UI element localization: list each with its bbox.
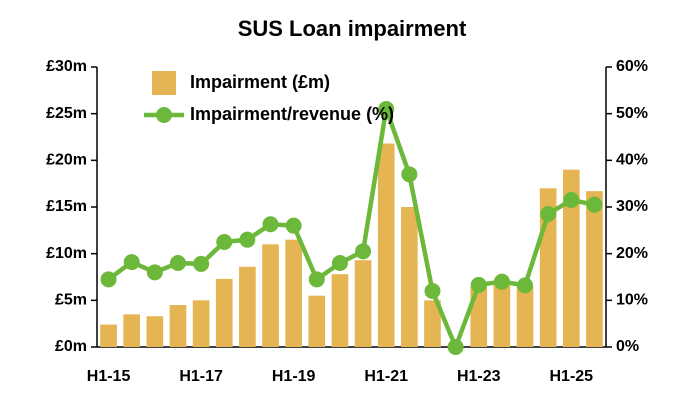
y-tick-label: £0m xyxy=(55,338,87,355)
bar xyxy=(331,274,349,347)
y2-tick-label: 60% xyxy=(616,58,648,75)
line-marker xyxy=(308,271,325,288)
y-tick-label: £20m xyxy=(46,152,87,169)
legend-label: Impairment (£m) xyxy=(190,72,330,92)
bar xyxy=(239,266,256,347)
bar xyxy=(401,207,418,347)
line-marker xyxy=(285,217,302,234)
line-marker xyxy=(355,243,372,260)
bar xyxy=(169,305,187,347)
line-marker xyxy=(517,277,534,294)
line-marker xyxy=(146,264,163,281)
line xyxy=(107,108,595,354)
bar xyxy=(308,295,326,347)
y2-tick-label: 50% xyxy=(616,105,648,122)
y-tick-label: £30m xyxy=(46,58,87,75)
bar xyxy=(146,316,164,347)
bar xyxy=(192,300,210,347)
y2-tick-label: 0% xyxy=(616,338,639,355)
bar xyxy=(562,169,580,347)
y2-tick-label: 40% xyxy=(616,152,648,169)
bar xyxy=(354,260,372,347)
line-marker xyxy=(239,231,256,248)
line-marker xyxy=(378,101,395,117)
line-marker xyxy=(123,254,140,271)
x-tick-label: H1-17 xyxy=(179,368,223,385)
bar xyxy=(262,244,279,347)
line-marker xyxy=(216,234,233,250)
line-marker xyxy=(493,273,510,290)
legend-swatch xyxy=(156,107,172,123)
line-marker xyxy=(331,255,348,271)
x-tick-label: H1-25 xyxy=(550,368,594,385)
x-tick-label: H1-23 xyxy=(457,368,501,385)
bar xyxy=(516,286,534,347)
x-tick-label: H1-19 xyxy=(272,368,316,385)
bar xyxy=(100,324,117,347)
x-tick-label: H1-15 xyxy=(87,368,131,385)
line-marker xyxy=(424,283,441,299)
bar xyxy=(123,314,141,347)
y-tick-label: £25m xyxy=(46,105,87,122)
legend-swatch xyxy=(152,71,176,95)
line-marker xyxy=(540,206,557,222)
bar xyxy=(285,239,302,347)
bar xyxy=(215,278,233,347)
x-tick-label: H1-21 xyxy=(364,368,408,385)
y2-tick-label: 20% xyxy=(616,245,648,262)
line-marker xyxy=(470,276,487,293)
bar xyxy=(377,143,395,347)
legend-label: Impairment/revenue (%) xyxy=(190,104,394,124)
y-tick-label: £15m xyxy=(46,198,87,215)
line-marker xyxy=(563,192,580,208)
line-marker xyxy=(447,339,464,355)
line-marker xyxy=(401,166,418,183)
y2-tick-label: 10% xyxy=(616,292,648,309)
y-tick-label: £10m xyxy=(46,245,87,262)
line-marker xyxy=(262,216,279,233)
y-tick-label: £5m xyxy=(55,292,87,309)
chart-title: SUS Loan impairment xyxy=(238,16,467,41)
bar xyxy=(493,281,511,347)
bar xyxy=(424,300,441,347)
y2-tick-label: 30% xyxy=(616,198,648,215)
line-marker xyxy=(100,271,117,288)
bar xyxy=(586,191,603,347)
line-marker xyxy=(169,255,186,271)
line-marker xyxy=(586,196,603,213)
line-marker xyxy=(193,255,210,272)
